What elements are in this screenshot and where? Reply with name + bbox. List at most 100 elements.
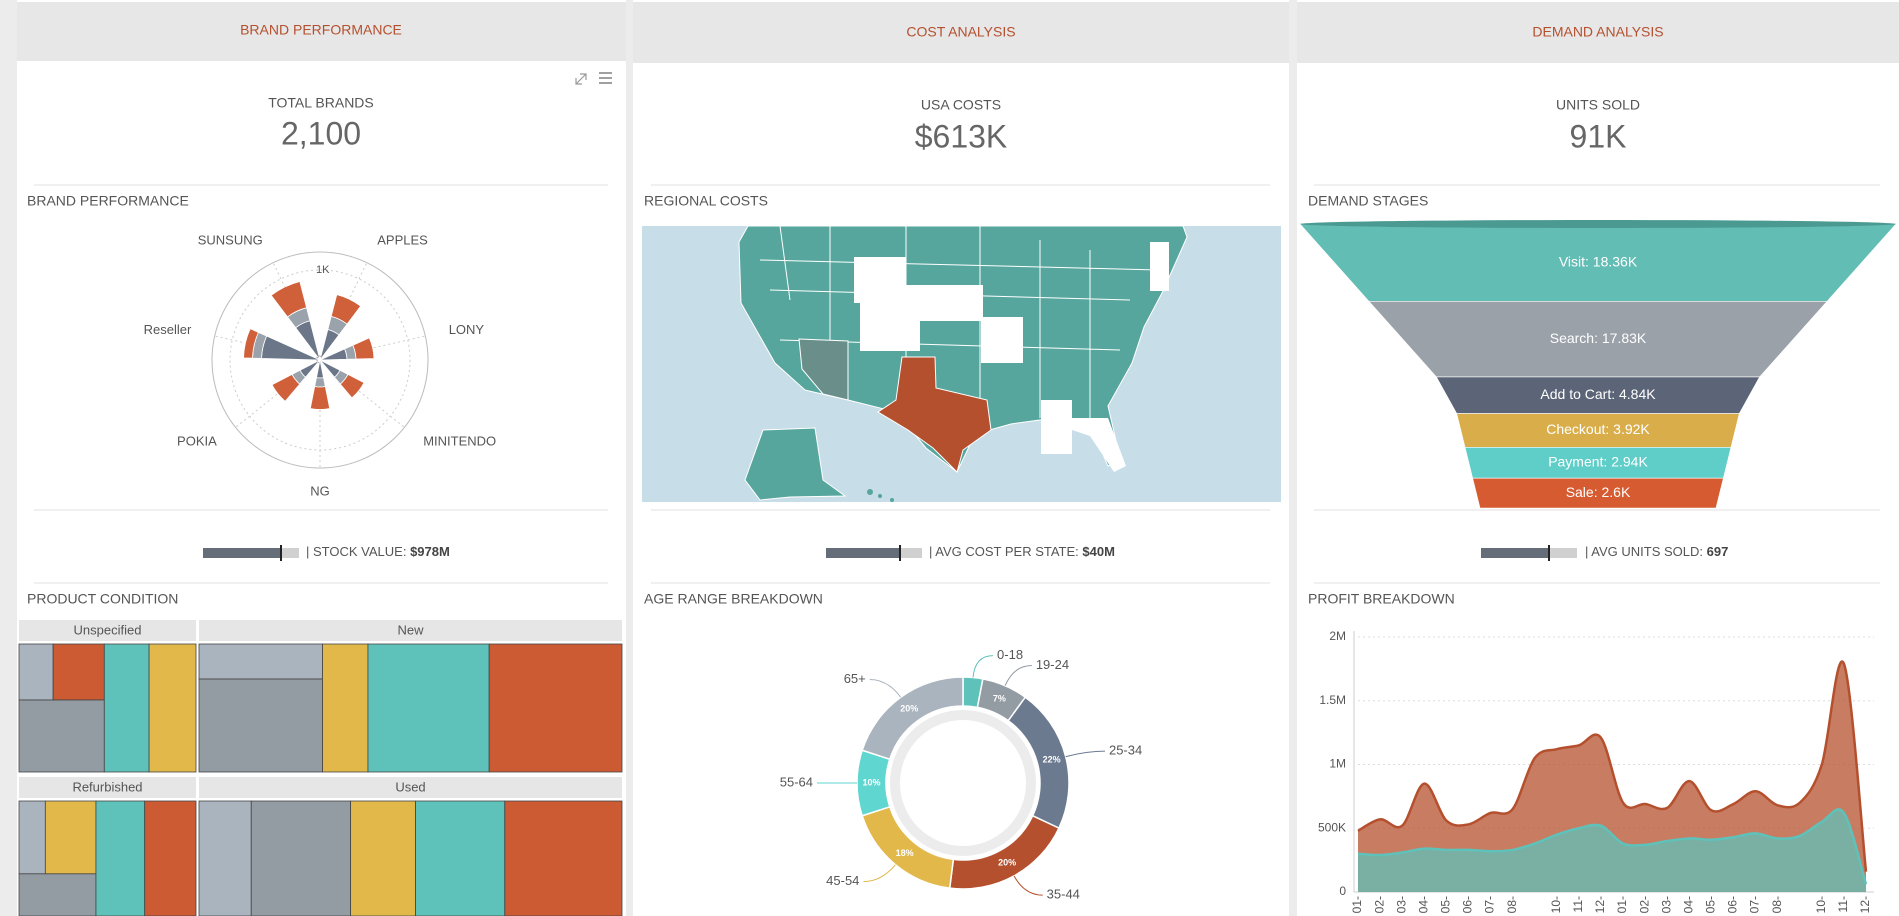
treemap-leaf: [18, 699, 105, 773]
x-tick-label: 08-: [1505, 896, 1519, 913]
donut-leader: [869, 678, 902, 698]
donut-value-label: 18%: [896, 848, 914, 858]
treemap-group-header: [199, 620, 622, 641]
x-tick-label: 11-: [1571, 896, 1585, 912]
donut-leader: [972, 655, 994, 678]
treemap-leaf: [322, 643, 369, 773]
treemap-group-label: Used: [395, 779, 425, 794]
treemap-leaf: [488, 643, 623, 773]
treemap-leaf: [350, 800, 416, 916]
x-tick-label: 06-: [1461, 896, 1475, 913]
donut-category-label: 45-54: [826, 873, 859, 888]
separators: [34, 184, 1880, 584]
donut-leader: [1065, 750, 1105, 758]
panel-title: COST ANALYSIS: [906, 24, 1015, 40]
section-title: AGE RANGE BREAKDOWN: [644, 591, 823, 607]
treemap-leaf: [198, 678, 323, 773]
treemap-leaf: [504, 800, 623, 916]
bullet-text: | AVG COST PER STATE: $40M: [929, 544, 1115, 559]
spoke: [319, 262, 368, 361]
bullet: [203, 545, 299, 561]
bullet: [826, 545, 922, 561]
x-tick-label: 10-: [1814, 896, 1828, 913]
panel-header: [17, 2, 626, 61]
x-tick-label: 03-: [1394, 896, 1408, 913]
treemap-leaf: [250, 800, 352, 916]
panel-title: DEMAND ANALYSIS: [1532, 24, 1663, 40]
y-tick-label: 2M: [1329, 629, 1346, 643]
treemap-leaf: [367, 643, 490, 773]
x-tick-label: 01-: [1615, 896, 1629, 913]
bullet-value: 697: [1707, 544, 1729, 559]
donut-category-label: 0-18: [997, 647, 1023, 662]
kpi-label: UNITS SOLD: [1556, 97, 1640, 113]
y-tick-label: 500K: [1318, 820, 1346, 834]
x-tick-label: 08-: [1770, 896, 1784, 913]
x-tick-label: 04-: [1681, 896, 1695, 913]
donut-slice: [861, 676, 964, 761]
polar-bar: [243, 328, 259, 359]
bullet-text: | AVG UNITS SOLD: 697: [1585, 544, 1728, 559]
section-title: PROFIT BREAKDOWN: [1308, 591, 1455, 607]
expand-icon[interactable]: [575, 73, 587, 85]
donut-category-label: 25-34: [1109, 743, 1142, 758]
x-tick-label: 12-: [1593, 896, 1607, 913]
menu-icon[interactable]: [599, 72, 612, 84]
donut-value-label: 20%: [900, 703, 918, 713]
x-tick-label: 07-: [1483, 896, 1497, 913]
kpi-label: USA COSTS: [921, 97, 1001, 113]
treemap-leaf: [198, 643, 323, 680]
polar-bar: [352, 337, 375, 360]
polar-bar: [270, 281, 308, 318]
treemap-group-label: Unspecified: [74, 622, 142, 637]
polar-frame: [211, 251, 429, 469]
treemap-group-header: [199, 777, 622, 798]
donut-category-label: 65+: [844, 671, 866, 686]
treemap-leaf: [144, 800, 197, 916]
x-tick-label: 12-: [1858, 896, 1872, 913]
treemap-leaf: [198, 800, 252, 916]
funnel-label: Sale: 2.6K: [1566, 484, 1631, 500]
treemap-leaf: [148, 643, 197, 773]
treemap-leaf: [18, 643, 54, 701]
panel-header: [1297, 2, 1899, 63]
y-tick-label: 1.5M: [1319, 693, 1346, 707]
funnel-label: Search: 17.83K: [1550, 330, 1647, 346]
kpi-value: 2,100: [281, 115, 361, 151]
x-tick-label: 06-: [1726, 896, 1740, 913]
kpi-label: TOTAL BRANDS: [268, 95, 374, 111]
donut-leader: [1004, 665, 1032, 686]
panel-header: [633, 2, 1289, 63]
donut-value-label: 7%: [993, 693, 1006, 703]
x-tick-label: 03-: [1659, 896, 1673, 913]
bullet-label: | AVG COST PER STATE:: [929, 544, 1079, 559]
bullet-label: | STOCK VALUE:: [306, 544, 406, 559]
donut-value-label: 22%: [1043, 755, 1061, 765]
section-title: REGIONAL COSTS: [644, 193, 768, 209]
spoke: [214, 335, 321, 361]
donut-category-label: 35-44: [1047, 887, 1080, 902]
category-label: LONY: [449, 322, 485, 337]
funnel-label: Add to Cart: 4.84K: [1540, 386, 1656, 402]
polar-bar: [314, 377, 326, 388]
x-tick-label: 10-: [1549, 896, 1563, 913]
polar-bar: [330, 294, 362, 325]
y-tick-label: 1K: [316, 264, 330, 276]
x-tick-label: 02-: [1637, 896, 1651, 913]
category-label: Reseller: [144, 322, 192, 337]
treemap-leaf: [52, 643, 105, 701]
y-tick-label: 0: [1339, 884, 1346, 898]
donut-category-label: 19-24: [1036, 657, 1069, 672]
series-area: [1358, 661, 1866, 892]
treemap-group-label: Refurbished: [72, 779, 142, 794]
treemap-leaf: [44, 800, 97, 875]
polar-bar: [271, 373, 301, 402]
series-line: [1357, 660, 1868, 872]
treemap-leaf: [103, 643, 150, 773]
polar-bar: [309, 386, 331, 410]
funnel-label: Visit: 18.36K: [1559, 253, 1638, 269]
donut-value-label: 10%: [862, 777, 880, 787]
funnel-segment: [1472, 477, 1724, 509]
